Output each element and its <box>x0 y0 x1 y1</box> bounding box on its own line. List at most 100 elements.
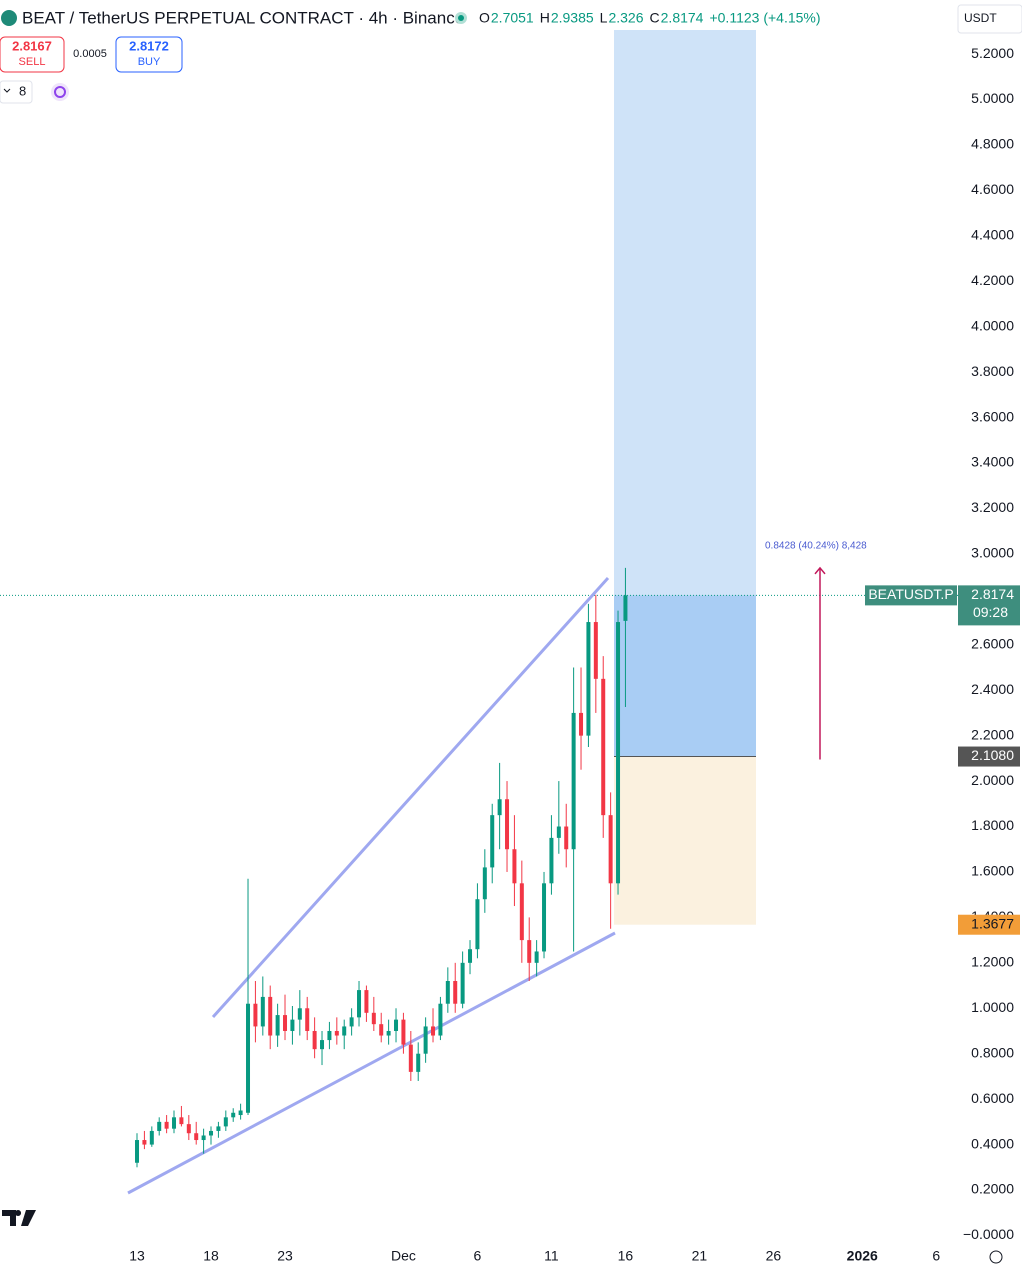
symbol-title: BEAT / TetherUS PERPETUAL CONTRACT · 4h … <box>22 8 464 27</box>
y-tick-label: 4.6000 <box>971 181 1014 197</box>
last-price-badge <box>958 585 1020 626</box>
candle-body <box>616 622 621 884</box>
y-tick-label: 1.8000 <box>971 817 1014 833</box>
candle-body <box>201 1135 206 1141</box>
profit-zone <box>614 595 756 757</box>
candle-body <box>623 595 628 621</box>
y-tick-label: 0.2000 <box>971 1181 1014 1197</box>
candle-body <box>268 996 273 1036</box>
indicators-toggle[interactable] <box>0 80 33 104</box>
candle-body <box>608 815 613 884</box>
y-tick-label: 1.6000 <box>971 863 1014 879</box>
currency-box[interactable] <box>957 4 1022 34</box>
ohlc-value: 2.7051 <box>491 10 534 26</box>
y-tick-label: 2.4000 <box>971 681 1014 697</box>
symbol-badge <box>865 585 957 606</box>
y-tick-label: 3.4000 <box>971 454 1014 470</box>
spread: 0.0005 <box>73 48 107 60</box>
candle-body <box>142 1140 147 1145</box>
buy-button[interactable] <box>115 36 183 73</box>
y-tick-label: 3.2000 <box>971 499 1014 515</box>
x-tick-label: Dec <box>391 1248 416 1264</box>
x-tick-label: 26 <box>766 1248 782 1264</box>
arrow-head <box>814 566 826 575</box>
y-tick-label: 5.0000 <box>971 90 1014 106</box>
ohlc: O 2.7051 H 2.9385 L 2.326 C 2.8174 +0.1123 (+4.1… <box>479 10 821 26</box>
candle-body <box>312 1030 317 1050</box>
buy-label[interactable]: BUY <box>138 56 161 68</box>
x-tick-label: 13 <box>129 1248 145 1264</box>
sell-price[interactable]: 2.8167 <box>12 38 52 53</box>
y-tick-label: 1.0000 <box>971 999 1014 1015</box>
candle-body <box>431 1026 436 1036</box>
candle-body <box>527 940 532 963</box>
candle-body <box>593 622 598 679</box>
candle-body <box>290 1019 295 1031</box>
candle-body <box>149 1130 154 1145</box>
candle-body <box>194 1133 199 1141</box>
y-tick-label: 0.8000 <box>971 1044 1014 1060</box>
ohlc-change: +0.1123 (+4.15%) <box>709 10 820 26</box>
candle-body <box>401 1019 406 1045</box>
candle-body <box>453 981 458 1004</box>
candle-body <box>223 1117 228 1127</box>
candle-body <box>275 1015 280 1036</box>
entry-badge <box>958 746 1020 767</box>
last-price-label: 2.8174 <box>971 586 1014 602</box>
tradingview-logo <box>2 1210 36 1226</box>
y-tick-label: 2.2000 <box>971 726 1014 742</box>
status-dot <box>458 15 464 21</box>
candle-body <box>320 1040 325 1050</box>
candle-body <box>468 949 473 963</box>
refresh-button[interactable] <box>51 83 69 101</box>
candle-body <box>394 1019 399 1031</box>
candle-body <box>357 990 362 1018</box>
candle-body <box>475 899 480 950</box>
candle-body <box>216 1126 221 1131</box>
trend-line <box>211 576 610 1019</box>
candle-body <box>519 883 524 941</box>
candle-body <box>231 1112 236 1118</box>
background <box>0 30 958 925</box>
y-tick-label: −0.0000 <box>963 1226 1014 1242</box>
stop-badge <box>958 914 1020 935</box>
candle-body <box>423 1026 428 1054</box>
x-tick-label: 11 <box>544 1248 559 1264</box>
y-tick-label: 0.4000 <box>971 1135 1014 1151</box>
refresh-icon <box>54 86 66 98</box>
candle-body <box>534 951 539 963</box>
ohlc-value: 2.8174 <box>661 10 704 26</box>
ohlc-value: 2.9385 <box>551 10 594 26</box>
candle-body <box>186 1124 191 1134</box>
symbol-label: BEATUSDT.P <box>868 586 953 602</box>
ohlc-key: H <box>540 10 550 26</box>
y-tick-label: 4.2000 <box>971 272 1014 288</box>
settings-icon[interactable] <box>989 1250 1003 1264</box>
ohlc-value: 2.326 <box>608 10 643 26</box>
entry-label: 2.1080 <box>971 747 1014 763</box>
indicator-count[interactable]: 8 <box>19 83 26 98</box>
x-tick-label: 21 <box>692 1248 708 1264</box>
stop-label: 1.3677 <box>971 915 1014 931</box>
candle-body <box>542 883 547 952</box>
currency[interactable]: USDT <box>964 11 997 25</box>
candle-body <box>438 1003 443 1036</box>
sell-button[interactable] <box>0 36 65 73</box>
candle-body <box>601 678 606 816</box>
candle-body <box>386 1030 391 1036</box>
candle-body <box>283 1015 288 1031</box>
candle-body <box>209 1130 214 1136</box>
buy-price[interactable]: 2.8172 <box>129 38 169 53</box>
y-tick-label: 4.0000 <box>971 317 1014 333</box>
candle-body <box>342 1026 347 1036</box>
candle-body <box>556 826 561 838</box>
candle-body <box>157 1121 162 1131</box>
candle-body <box>135 1140 140 1163</box>
candle-body <box>334 1030 339 1036</box>
x-tick-label: 6 <box>474 1248 482 1264</box>
candle-body <box>549 837 554 884</box>
sell-label[interactable]: SELL <box>19 56 46 68</box>
y-tick-label: 0.6000 <box>971 1090 1014 1106</box>
candle-body <box>349 1017 354 1027</box>
